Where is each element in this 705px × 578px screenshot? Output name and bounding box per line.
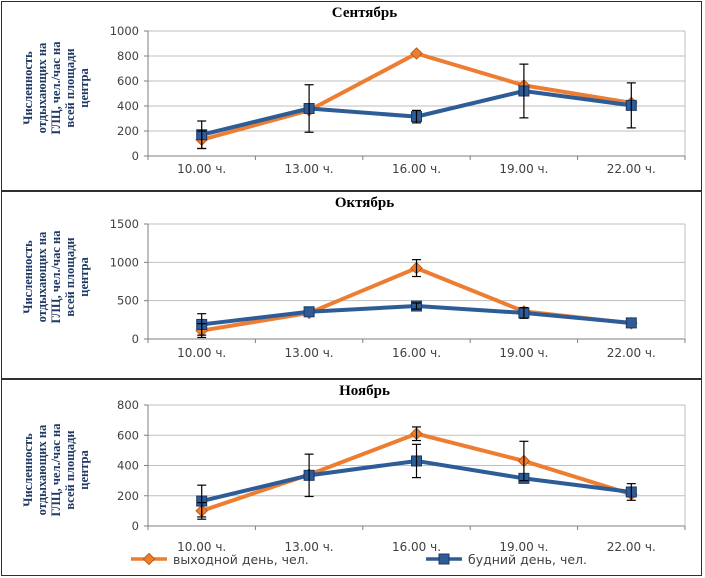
chart-panel-november: Численность отдыхающих на ГЛЦ, чел./час … [1,379,702,576]
svg-text:0: 0 [132,332,139,346]
chart-title-november: Ноябрь [339,383,390,399]
svg-text:400: 400 [117,99,139,113]
svg-text:19.00 ч.: 19.00 ч. [499,162,548,176]
svg-text:10.00 ч.: 10.00 ч. [177,346,226,360]
svg-text:22.00 ч.: 22.00 ч. [607,346,656,360]
svg-text:800: 800 [117,398,139,412]
chart-panel-september: Численность отдыхающих на ГЛЦ, чел./час … [1,1,702,191]
svg-text:19.00 ч.: 19.00 ч. [499,346,548,360]
september-chart-canvas: 0 200 400 600 800 1000 10.00 ч. 13.00 ч. 16.00 ч… [110,24,686,176]
svg-text:10.00 ч.: 10.00 ч. [177,540,226,554]
svg-text:400: 400 [117,459,139,473]
svg-text:22.00 ч.: 22.00 ч. [607,540,656,554]
svg-text:1000: 1000 [110,24,139,38]
svg-text:200: 200 [117,124,139,138]
svg-text:16.00 ч.: 16.00 ч. [392,540,441,554]
svg-text:19.00 ч.: 19.00 ч. [499,540,548,554]
svg-text:200: 200 [117,489,139,503]
svg-text:500: 500 [117,294,139,308]
svg-text:будний день, чел.: будний день, чел. [468,552,587,567]
svg-text:16.00 ч.: 16.00 ч. [392,162,441,176]
chart-panel-october: Численность отдыхающих на ГЛЦ, чел./час … [1,191,702,379]
svg-text:600: 600 [117,428,139,442]
november-chart-canvas: 0 200 400 600 800 10.00 ч. 13.00 ч. 16.00 ч. 19.… [117,398,686,567]
svg-text:16.00 ч.: 16.00 ч. [392,346,441,360]
svg-text:22.00 ч.: 22.00 ч. [607,162,656,176]
october-chart-canvas: 0 500 1000 1500 10.00 ч. 13.00 ч. 16.00 ч. 19.0… [110,217,686,360]
svg-text:10.00 ч.: 10.00 ч. [177,162,226,176]
svg-text:0: 0 [132,519,139,533]
chart-title-october: Октябрь [334,195,395,211]
chart-title-september: Сентябрь [331,5,398,21]
svg-text:1500: 1500 [110,217,139,231]
svg-text:13.00 ч.: 13.00 ч. [285,540,334,554]
svg-text:600: 600 [117,74,139,88]
svg-text:13.00 ч.: 13.00 ч. [285,162,334,176]
svg-text:13.00 ч.: 13.00 ч. [285,346,334,360]
svg-text:выходной день, чел.: выходной день, чел. [173,552,309,567]
svg-text:800: 800 [117,49,139,63]
svg-text:1000: 1000 [110,255,139,269]
svg-text:0: 0 [132,149,139,163]
